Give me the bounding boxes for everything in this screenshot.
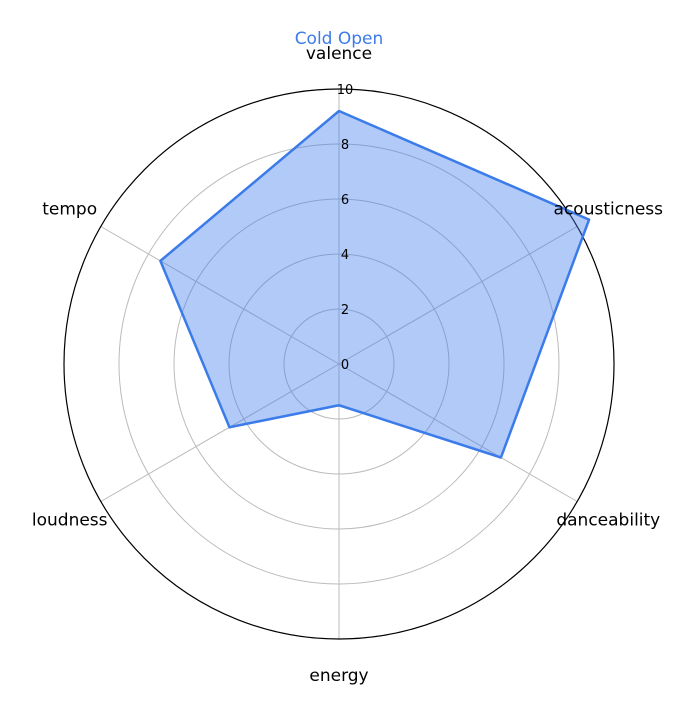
axis-label-tempo: tempo — [42, 200, 97, 220]
axis-label-valence: valence — [306, 44, 372, 64]
axis-label-energy: energy — [309, 666, 368, 686]
grid-spoke — [338, 226, 578, 365]
tick-label: 6 — [341, 193, 349, 208]
radial-tick-labels: 0 2 4 6 8 10 — [337, 83, 354, 373]
grid-spoke — [100, 363, 340, 502]
axis-label-loudness: loudness — [32, 511, 108, 531]
tick-label: 0 — [341, 358, 349, 373]
tick-label: 2 — [341, 303, 349, 318]
tick-label: 4 — [341, 248, 349, 263]
axis-label-acousticness: acousticness — [554, 200, 664, 220]
tick-label: 10 — [337, 83, 354, 98]
chart-title: Cold Open — [295, 29, 384, 49]
tick-label: 8 — [341, 138, 349, 153]
axis-labels: valence acousticness danceability energy lou… — [32, 44, 663, 686]
grid-spoke — [100, 226, 340, 365]
polar-frame — [63, 88, 615, 640]
polar-grid — [63, 88, 615, 640]
data-series — [159, 109, 591, 459]
series-area — [160, 111, 590, 458]
axis-label-danceability: danceability — [556, 511, 660, 531]
grid-spoke — [338, 363, 578, 502]
